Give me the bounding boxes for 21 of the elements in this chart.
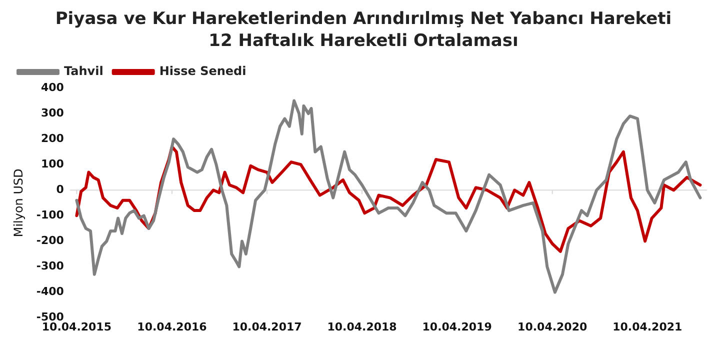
y-tick-label: 400	[40, 80, 64, 94]
y-tick-label: 100	[40, 157, 64, 170]
x-tick-label: 10.04.2019	[422, 320, 492, 334]
y-tick-label: -300	[36, 260, 64, 273]
legend-label: Tahvil	[64, 64, 104, 78]
y-tick-label: -200	[36, 234, 64, 248]
x-tick-label: 10.04.2020	[518, 320, 588, 334]
x-tick-label: 10.04.2017	[232, 320, 302, 334]
y-tick-label: -400	[36, 285, 64, 298]
y-tick-label: 200	[40, 132, 64, 145]
y-axis-title: Milyon USD	[11, 168, 26, 238]
chart-title: Piyasa ve Kur Hareketlerinden Arındırılmış Net Yabancı Hareketi	[54, 8, 673, 30]
x-tick-label: 10.04.2015	[42, 320, 112, 334]
legend-label: Hisse Senedi	[159, 64, 246, 78]
x-tick-label: 10.04.2021	[612, 320, 682, 334]
x-tick-label: 10.04.2016	[137, 320, 208, 334]
x-tick-label: 10.04.2018	[327, 320, 397, 334]
y-tick-label: 300	[40, 106, 64, 120]
y-tick-label: -100	[36, 208, 64, 222]
y-tick-label: 0	[56, 182, 64, 196]
chart-subtitle: 12 Haftalık Hareketli Ortalaması	[208, 30, 520, 52]
